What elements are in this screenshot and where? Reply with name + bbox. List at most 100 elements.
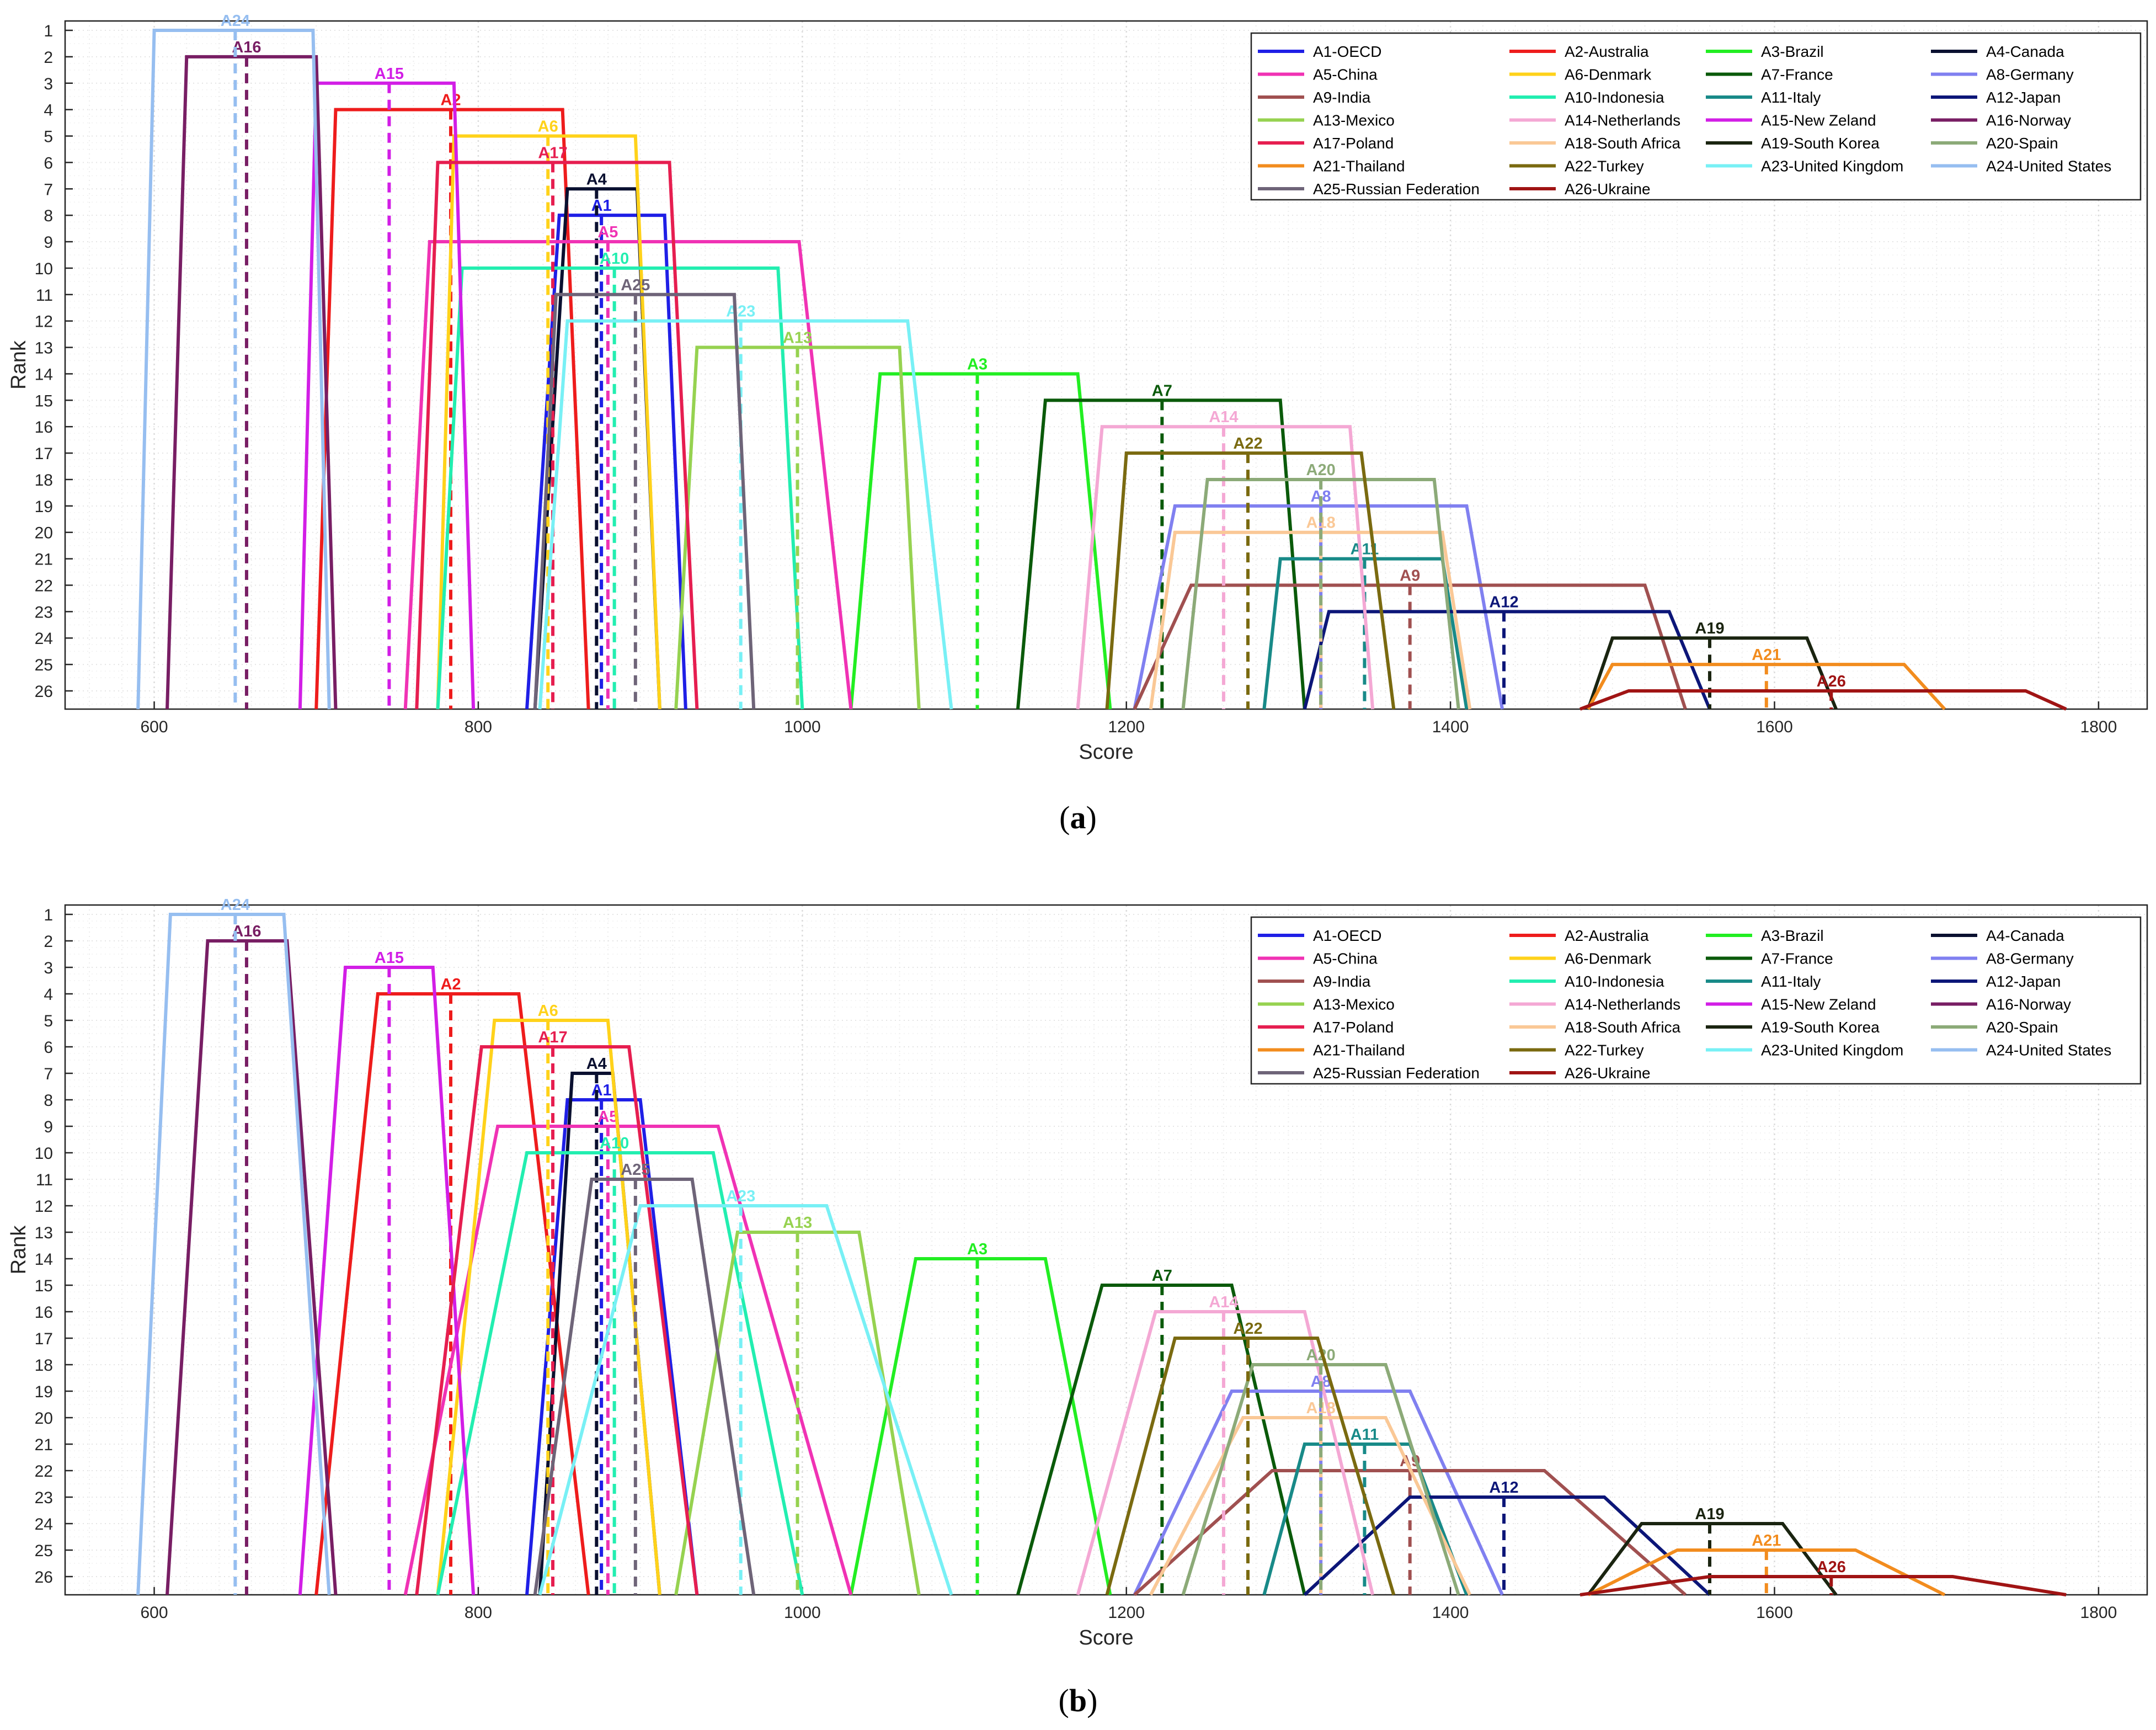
y-tick-label: 24 — [35, 630, 53, 648]
legend-label-A16: A16-Norway — [1986, 112, 2071, 129]
series-label-A23: A23 — [726, 303, 755, 321]
legend-label-A2: A2-Australia — [1565, 43, 1649, 60]
legend-entry-A14: A14-Netherlands — [1509, 112, 1680, 129]
legend-label-A23: A23-United Kingdom — [1761, 1042, 1903, 1059]
legend-label-A4: A4-Canada — [1986, 43, 2064, 60]
series-A16: A16 — [166, 39, 338, 710]
series-A10: A10 — [436, 1135, 804, 1595]
series-label-A7: A7 — [1152, 382, 1172, 400]
legend-entry-A4: A4-Canada — [1931, 927, 2064, 944]
legend-label-A6: A6-Denmark — [1565, 66, 1652, 83]
x-tick-label: 1000 — [784, 718, 821, 736]
trapezoid-A5 — [403, 240, 853, 710]
legend-entry-A5: A5-China — [1258, 66, 1378, 83]
legend-box — [1250, 916, 2142, 1085]
legend-entry-A2: A2-Australia — [1509, 43, 1649, 60]
y-tick-label: 3 — [44, 75, 53, 93]
x-tick-label: 800 — [465, 718, 492, 736]
x-tick-label: 1200 — [1108, 718, 1145, 736]
legend-label-A1: A1-OECD — [1313, 43, 1381, 60]
series-label-A14: A14 — [1209, 408, 1238, 426]
series-label-A11: A11 — [1351, 1426, 1379, 1444]
y-tick-label: 2 — [44, 933, 53, 951]
legend-label-A10: A10-Indonesia — [1565, 89, 1664, 106]
trapezoid-A14 — [1076, 1310, 1375, 1595]
legend-entry-A20: A20-Spain — [1931, 1019, 2058, 1036]
trapezoid-A10 — [436, 1151, 804, 1595]
series-label-A1: A1 — [591, 197, 612, 215]
trapezoid-A3 — [849, 1257, 1112, 1595]
legend-label-A22: A22-Turkey — [1565, 158, 1644, 175]
y-tick-label: 16 — [35, 1303, 53, 1322]
legend-entry-A8: A8-Germany — [1931, 66, 2074, 83]
trapezoid-A10 — [436, 266, 804, 710]
y-tick-label: 13 — [35, 339, 53, 358]
legend-entry-A5: A5-China — [1258, 950, 1378, 967]
series-label-A12: A12 — [1489, 1479, 1518, 1497]
panel-a: 1234567891011121314151617181920212223242… — [7, 12, 2148, 764]
legend-label-A26: A26-Ukraine — [1565, 1064, 1651, 1082]
series-A23: A23 — [538, 303, 953, 710]
y-tick-label: 4 — [44, 986, 53, 1004]
series-label-A21: A21 — [1752, 1532, 1781, 1550]
trapezoid-A26 — [1579, 689, 2067, 711]
x-tick-label: 1600 — [1756, 718, 1793, 736]
trapezoid-A1 — [525, 214, 687, 710]
series-label-A19: A19 — [1695, 620, 1724, 637]
legend-entry-A21: A21-Thailand — [1258, 158, 1405, 175]
x-tick-label: 1400 — [1432, 1604, 1469, 1622]
legend-entry-A2: A2-Australia — [1509, 927, 1649, 944]
legend-label-A12: A12-Japan — [1986, 973, 2061, 990]
y-tick-label: 6 — [44, 154, 53, 172]
series-label-A6: A6 — [538, 118, 558, 136]
series-A5: A5 — [403, 1108, 853, 1595]
series-A5: A5 — [403, 223, 853, 710]
trapezoid-A14 — [1076, 425, 1375, 710]
series-label-A2: A2 — [440, 976, 461, 993]
trapezoid-A2 — [314, 992, 590, 1595]
series-A22: A22 — [1105, 1320, 1396, 1595]
legend-label-A17: A17-Poland — [1313, 1019, 1394, 1036]
x-tick-label: 1800 — [2080, 718, 2117, 736]
legend-label-A12: A12-Japan — [1986, 89, 2061, 106]
series-label-A26: A26 — [1817, 673, 1846, 690]
y-tick-label: 23 — [35, 603, 53, 621]
y-axis-label: Rank — [7, 340, 30, 390]
legend-label-A1: A1-OECD — [1313, 927, 1381, 944]
trapezoid-A15 — [298, 81, 476, 710]
trapezoid-A25 — [533, 292, 756, 710]
trapezoid-A12 — [1303, 1495, 1711, 1596]
y-tick-label: 13 — [35, 1224, 53, 1242]
series-A1: A1 — [525, 197, 687, 710]
legend-label-A7: A7-France — [1761, 66, 1833, 83]
series-A6: A6 — [436, 1002, 661, 1595]
legend-entry-A6: A6-Denmark — [1509, 950, 1652, 967]
y-tick-label: 11 — [36, 1171, 53, 1189]
y-tick-label: 19 — [35, 1383, 53, 1401]
y-tick-label: 26 — [35, 1568, 53, 1587]
legend-entry-A3: A3-Brazil — [1706, 43, 1824, 60]
y-tick-label: 21 — [35, 551, 53, 569]
series-label-A24: A24 — [221, 896, 250, 914]
series-A20: A20 — [1181, 461, 1460, 710]
series-label-A2: A2 — [440, 92, 461, 109]
trapezoid-A19 — [1587, 1522, 1838, 1596]
legend-entry-A11: A11-Italy — [1706, 89, 1821, 106]
legend-entry-A23: A23-United Kingdom — [1706, 158, 1903, 175]
x-tick-label: 1000 — [784, 1604, 821, 1622]
trapezoid-A7 — [1016, 1284, 1306, 1595]
legend-entry-A20: A20-Spain — [1931, 135, 2058, 152]
y-tick-label: 11 — [36, 286, 53, 305]
y-tick-label: 4 — [44, 102, 53, 120]
trapezoid-A6 — [436, 1019, 661, 1595]
series-label-A1: A1 — [591, 1082, 612, 1099]
legend-label-A11: A11-Italy — [1761, 89, 1821, 106]
legend-entry-A9: A9-India — [1258, 89, 1371, 106]
x-tick-label: 600 — [141, 1604, 168, 1622]
y-tick-label: 25 — [35, 656, 53, 674]
series-A12: A12 — [1303, 1479, 1711, 1596]
series-A11: A11 — [1262, 1426, 1469, 1596]
y-axis-label: Rank — [7, 1225, 30, 1275]
legend-entry-A3: A3-Brazil — [1706, 927, 1824, 944]
